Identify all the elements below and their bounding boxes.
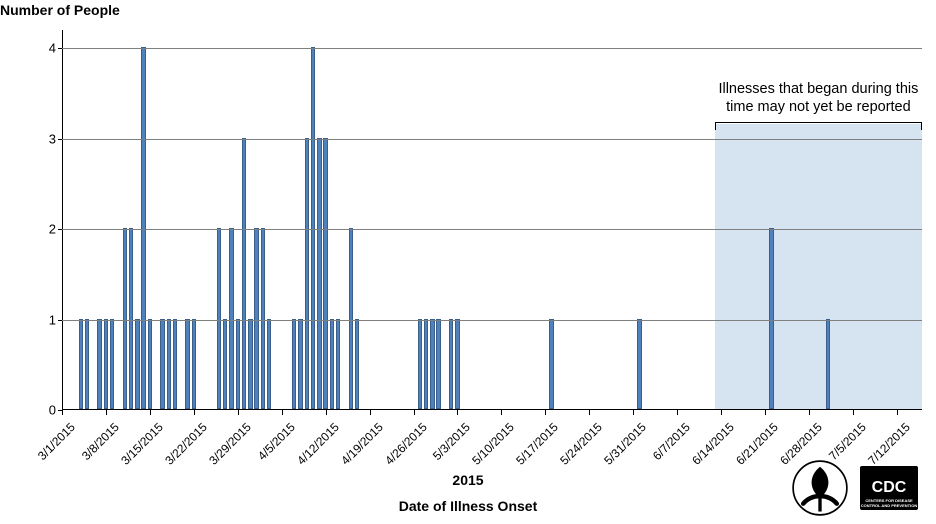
bar — [449, 319, 453, 409]
y-tick-mark — [58, 139, 62, 140]
bar — [110, 319, 114, 409]
bar — [317, 138, 321, 409]
y-axis-title: Number of People — [0, 2, 120, 18]
x-tick-label: 3/15/2015 — [113, 420, 165, 472]
bar — [236, 319, 240, 409]
bar — [305, 138, 309, 409]
y-tick-mark — [58, 410, 62, 411]
bar — [192, 319, 196, 409]
y-tick-mark — [58, 320, 62, 321]
x-tick-label: 5/24/2015 — [553, 420, 605, 472]
x-tick-label: 3/1/2015 — [26, 420, 78, 472]
hhs-logo-icon — [792, 460, 848, 516]
bar — [135, 319, 139, 409]
y-tick-label: 1 — [49, 312, 56, 327]
x-tick-mark — [370, 410, 371, 415]
bar — [330, 319, 334, 409]
x-tick-label: 5/3/2015 — [421, 420, 473, 472]
cdc-label: CDC — [872, 479, 907, 497]
x-tick-label: 5/31/2015 — [597, 420, 649, 472]
y-tick-label: 0 — [49, 403, 56, 418]
bar — [79, 319, 83, 409]
bar — [455, 319, 459, 409]
bar — [826, 319, 830, 409]
chart-container: Number of People 01234Illnesses that beg… — [0, 0, 936, 524]
bar — [549, 319, 553, 409]
x-tick-label: 4/19/2015 — [333, 420, 385, 472]
x-tick-mark — [721, 410, 722, 415]
x-tick-label: 6/14/2015 — [685, 420, 737, 472]
x-tick-mark — [106, 410, 107, 415]
bar — [148, 319, 152, 409]
x-tick-label: 5/10/2015 — [465, 420, 517, 472]
bar — [336, 319, 340, 409]
reporting-delay-shade — [715, 124, 922, 409]
y-tick-mark — [58, 229, 62, 230]
x-tick-mark — [414, 410, 415, 415]
gridline — [62, 139, 922, 140]
bar — [97, 319, 101, 409]
bar — [430, 319, 434, 409]
reporting-delay-annotation: Illnesses that began during thistime may… — [705, 80, 932, 116]
x-tick-mark — [853, 410, 854, 415]
x-tick-mark — [809, 410, 810, 415]
gridline — [62, 48, 922, 49]
bar — [167, 319, 171, 409]
bar — [418, 319, 422, 409]
bar — [173, 319, 177, 409]
bar — [248, 319, 252, 409]
bar — [424, 319, 428, 409]
gridline — [62, 320, 922, 321]
bar — [104, 319, 108, 409]
bar — [185, 319, 189, 409]
x-tick-label: 4/26/2015 — [377, 420, 429, 472]
x-tick-mark — [62, 410, 63, 415]
y-tick-label: 2 — [49, 222, 56, 237]
y-tick-mark — [58, 48, 62, 49]
plot-area: 01234Illnesses that began during thistim… — [62, 30, 922, 410]
cdc-sublabel: CENTERS FOR DISEASE CONTROL AND PREVENTI… — [860, 498, 918, 508]
x-tick-mark — [897, 410, 898, 415]
x-tick-mark — [633, 410, 634, 415]
x-tick-mark — [677, 410, 678, 415]
x-tick-mark — [765, 410, 766, 415]
y-tick-label: 4 — [49, 41, 56, 56]
x-tick-label: 4/5/2015 — [245, 420, 297, 472]
gridline — [62, 229, 922, 230]
bar — [323, 138, 327, 409]
x-tick-mark — [282, 410, 283, 415]
x-tick-mark — [150, 410, 151, 415]
x-tick-label: 3/22/2015 — [157, 420, 209, 472]
x-tick-label: 6/7/2015 — [641, 420, 693, 472]
x-tick-label: 6/21/2015 — [729, 420, 781, 472]
bar — [85, 319, 89, 409]
bar — [355, 319, 359, 409]
x-tick-mark — [457, 410, 458, 415]
x-tick-mark — [194, 410, 195, 415]
x-tick-mark — [238, 410, 239, 415]
x-tick-label: 3/8/2015 — [70, 420, 122, 472]
x-tick-mark — [326, 410, 327, 415]
logo-row: CDC CENTERS FOR DISEASE CONTROL AND PREV… — [792, 460, 918, 516]
bar — [292, 319, 296, 409]
bar — [242, 138, 246, 409]
bar — [141, 47, 145, 409]
bar — [436, 319, 440, 409]
x-tick-mark — [501, 410, 502, 415]
bar — [298, 319, 302, 409]
y-tick-label: 3 — [49, 131, 56, 146]
x-tick-label: 5/17/2015 — [509, 420, 561, 472]
bar — [160, 319, 164, 409]
bar — [311, 47, 315, 409]
x-tick-mark — [545, 410, 546, 415]
bar — [267, 319, 271, 409]
x-tick-label: 3/29/2015 — [201, 420, 253, 472]
x-tick-label: 4/12/2015 — [289, 420, 341, 472]
x-tick-mark — [589, 410, 590, 415]
cdc-logo-icon: CDC CENTERS FOR DISEASE CONTROL AND PREV… — [860, 466, 918, 510]
bar — [637, 319, 641, 409]
bar — [223, 319, 227, 409]
